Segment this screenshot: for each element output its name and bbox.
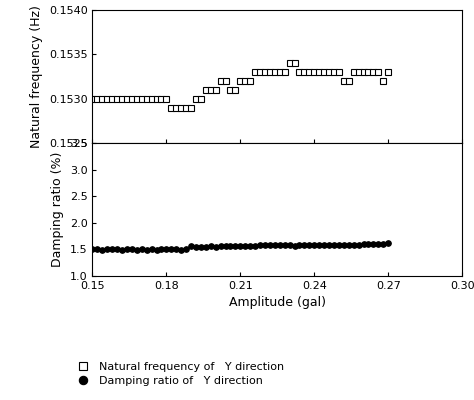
Y-axis label: Damping ratio (%): Damping ratio (%) [51,152,64,267]
Legend: Natural frequency of   Y direction, Damping ratio of   Y direction: Natural frequency of Y direction, Dampin… [67,357,289,390]
X-axis label: Amplitude (gal): Amplitude (gal) [229,296,326,310]
Y-axis label: Natural frequency (Hz): Natural frequency (Hz) [30,5,43,148]
